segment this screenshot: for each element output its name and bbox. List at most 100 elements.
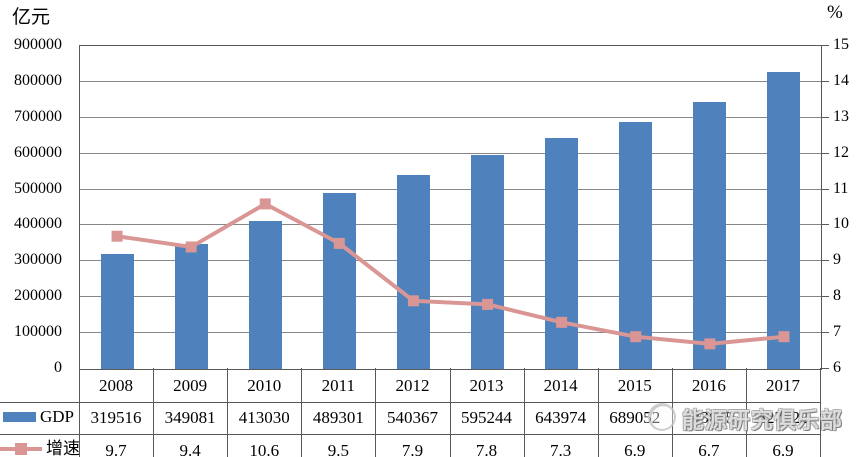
left-axis-unit-label: 亿元	[12, 7, 51, 28]
right-axis-tickmark	[821, 45, 829, 46]
right-axis-tick-label: 11	[833, 179, 849, 197]
growth-line	[116, 201, 785, 346]
table-growth-cell: 7.8	[475, 441, 498, 457]
left-axis-tick-label: 800000	[14, 71, 62, 89]
table-gdp-cell: 319516	[90, 408, 142, 427]
gridline	[80, 116, 821, 118]
table-gdp-cell: 349081	[164, 408, 216, 427]
table-growth-cell: 10.6	[249, 441, 280, 457]
left-axis-tick-label: 100000	[14, 323, 62, 341]
table-growth-cell: 7.9	[401, 441, 424, 457]
gdp-bar	[396, 175, 430, 369]
right-axis-tick-label: 9	[833, 251, 841, 269]
table-growth-cell: 9.7	[105, 441, 127, 457]
growth-marker	[333, 237, 345, 249]
table-growth-cell: 7.3	[550, 441, 572, 457]
table-border-v	[301, 368, 303, 457]
table-border-v	[820, 368, 821, 457]
gridline	[80, 80, 821, 82]
table-border-v	[745, 368, 747, 457]
gdp-bar	[322, 193, 356, 369]
left-axis-tick-label: 600000	[14, 143, 62, 161]
right-axis-tickmark	[821, 296, 829, 298]
right-axis-tick-label: 7	[833, 323, 841, 341]
gridline	[80, 296, 821, 298]
table-year-cell: 2017	[765, 376, 800, 395]
table-gdp-cell: 540367	[386, 408, 438, 427]
gdp-bar	[471, 155, 505, 369]
right-axis-tick-label: 15	[833, 36, 849, 53]
right-axis-tickmark	[821, 260, 829, 262]
table-border-v	[523, 368, 525, 457]
table-border-v	[449, 368, 451, 457]
growth-marker	[704, 338, 716, 350]
table-border-v	[671, 368, 673, 457]
table-growth-cell: 6.9	[624, 441, 646, 457]
growth-marker	[778, 331, 790, 343]
table-border-v	[79, 368, 80, 457]
right-axis-tick-label: 12	[833, 143, 849, 161]
gdp-bar	[545, 137, 579, 369]
gridline	[80, 332, 821, 334]
right-axis-tick-label: 14	[833, 71, 849, 89]
right-axis-tickmark	[821, 368, 829, 369]
right-axis-tickmark	[821, 188, 829, 190]
table-gdp-cell: 643974	[535, 408, 587, 427]
right-axis-tick-label: 13	[833, 107, 849, 125]
table-gdp-cell: 827122	[757, 408, 809, 427]
right-axis-tickmark	[821, 80, 829, 82]
table-year-cell: 2010	[247, 376, 282, 395]
table-border-v	[375, 368, 377, 457]
right-axis-tick-label: 6	[833, 359, 841, 376]
left-axis-tick-label: 900000	[14, 36, 62, 53]
table-border-v	[153, 368, 155, 457]
gridline	[80, 152, 821, 154]
table-border-h	[0, 402, 820, 403]
left-axis-tick-label: 400000	[14, 215, 62, 233]
table-border-h	[0, 434, 820, 435]
gdp-bar	[248, 220, 282, 369]
right-axis-tickmark	[821, 224, 829, 226]
growth-marker	[630, 331, 642, 343]
table-year-cell: 2008	[99, 376, 134, 395]
gdp-bar	[693, 102, 727, 369]
table-year-cell: 2016	[691, 376, 726, 395]
table-gdp-cell: 413030	[238, 408, 290, 427]
table-growth-cell: 9.5	[327, 441, 349, 457]
growth-marker	[185, 241, 197, 253]
right-axis-unit-label: %	[827, 2, 843, 23]
table-year-cell: 2009	[173, 376, 208, 395]
left-axis-tick-label: 200000	[14, 287, 62, 305]
growth-legend-label: 增速	[46, 439, 80, 457]
growth-marker	[407, 295, 419, 307]
growth-marker	[482, 298, 494, 310]
growth-legend-marker	[15, 443, 27, 455]
right-axis-tickmark	[821, 116, 829, 118]
right-axis-tick-label: 8	[833, 287, 841, 305]
right-axis-tick-label: 10	[833, 215, 849, 233]
table-year-cell: 2011	[321, 376, 356, 395]
table-gdp-cell: 689052	[609, 408, 661, 427]
left-axis-tick-label: 300000	[14, 251, 62, 269]
left-axis-tick-label: 0	[54, 359, 62, 376]
table-gdp-cell: 743585	[683, 408, 735, 427]
gdp-legend-swatch	[3, 412, 36, 422]
right-axis-tickmark	[821, 332, 829, 334]
left-axis-tick-label: 700000	[14, 107, 62, 125]
table-year-cell: 2014	[543, 376, 578, 395]
gdp-legend-label: GDP	[40, 407, 75, 426]
gdp-bar	[100, 254, 134, 369]
growth-line-layer	[111, 198, 790, 350]
gridline	[80, 224, 821, 226]
gdp-bar	[767, 72, 801, 369]
left-axis-tick-label: 500000	[14, 179, 62, 197]
table-gdp-cell: 489301	[312, 408, 364, 427]
table-gdp-cell: 595244	[461, 408, 513, 427]
gdp-bar	[619, 121, 653, 369]
table-border-v	[597, 368, 599, 457]
table-growth-cell: 6.7	[698, 441, 720, 457]
plot-area	[79, 45, 822, 370]
gdp-bar	[174, 243, 208, 369]
table-year-cell: 2015	[617, 376, 652, 395]
